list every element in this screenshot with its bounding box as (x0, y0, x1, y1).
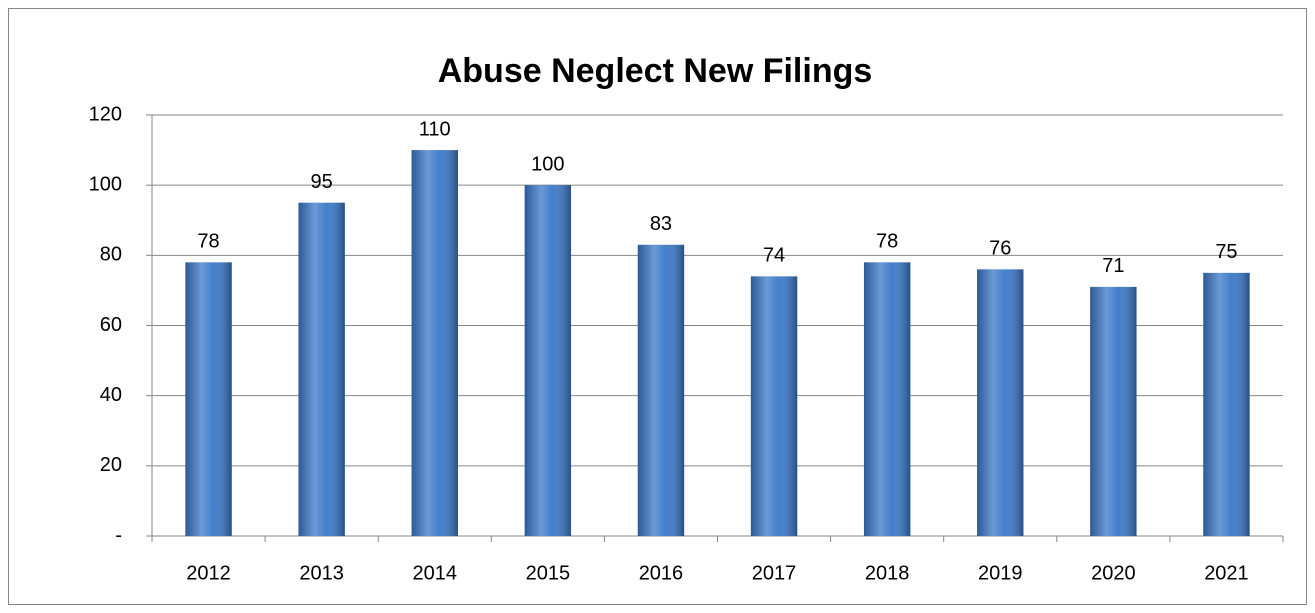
bar-shade (977, 269, 1024, 536)
bar-shade (1090, 286, 1137, 536)
x-tick-label: 2017 (752, 562, 797, 584)
y-tick-label: - (115, 524, 122, 546)
x-tick-label: 2012 (186, 562, 231, 584)
bar-shade (750, 276, 798, 536)
bar-shade (1203, 272, 1250, 536)
bar-shade (298, 202, 345, 537)
data-label: 78 (197, 231, 219, 253)
data-label: 83 (650, 213, 672, 235)
y-tick-label: 100 (89, 173, 122, 195)
data-label: 100 (531, 153, 564, 175)
bar-shade (185, 262, 232, 536)
y-tick-label: 20 (100, 454, 122, 476)
y-tick-label: 120 (89, 103, 122, 125)
chart-title: Abuse Neglect New Filings (438, 52, 873, 90)
bar-shade (411, 150, 458, 537)
x-tick-label: 2014 (413, 562, 458, 584)
data-label: 78 (876, 231, 898, 253)
y-tick-label: 60 (100, 314, 122, 336)
x-tick-label: 2013 (299, 562, 344, 584)
x-tick-label: 2020 (1091, 562, 1136, 584)
bar-shade (863, 262, 911, 536)
x-tick-label: 2019 (978, 562, 1023, 584)
data-label: 75 (1215, 241, 1237, 263)
x-tick-label: 2018 (865, 562, 910, 584)
bar-shade (637, 244, 685, 536)
y-tick-label: 80 (100, 244, 122, 266)
x-tick-label: 2021 (1204, 562, 1249, 584)
data-label: 95 (311, 171, 333, 193)
x-tick-label: 2016 (639, 562, 684, 584)
bar-shade (524, 185, 572, 536)
data-label: 76 (989, 238, 1011, 260)
y-tick-label: 40 (100, 384, 122, 406)
data-label: 74 (763, 245, 785, 267)
x-tick-label: 2015 (526, 562, 571, 584)
data-label: 71 (1102, 255, 1124, 277)
data-label: 110 (419, 118, 451, 140)
